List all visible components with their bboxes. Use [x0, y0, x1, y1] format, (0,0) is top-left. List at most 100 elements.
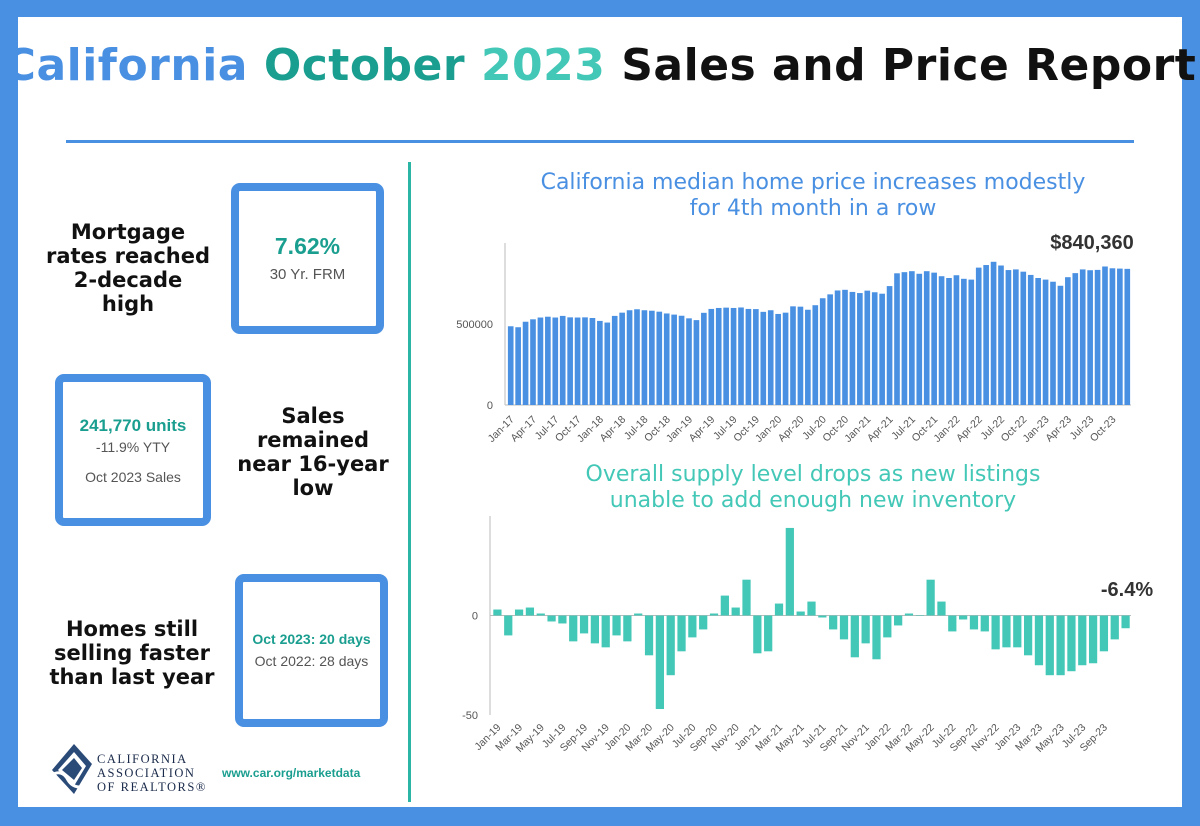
price-bar	[938, 276, 945, 405]
supply-bar	[872, 615, 881, 660]
supply-bar	[666, 615, 675, 676]
price-bar	[775, 313, 781, 405]
price-bar	[708, 308, 715, 405]
price-bar	[626, 310, 633, 405]
supply-bar	[558, 615, 567, 624]
supply-bar	[720, 595, 729, 616]
price-bar	[701, 312, 707, 405]
title-month: October	[263, 40, 466, 91]
title-divider	[66, 140, 1134, 143]
supply-bar	[612, 615, 621, 636]
sales-box: 241,770 units -11.9% YTY Oct 2023 Sales	[55, 374, 211, 526]
price-bar	[916, 273, 923, 405]
price-bar	[1005, 270, 1012, 405]
price-bar	[671, 314, 677, 405]
price-bar	[886, 286, 893, 405]
org-name-line: ASSOCIATION	[97, 766, 196, 780]
supply-bar	[644, 615, 654, 656]
supply-bar	[1121, 615, 1130, 629]
price-bar	[857, 293, 863, 405]
price-bar	[797, 306, 804, 405]
column-divider	[408, 162, 411, 802]
days-caption: Homes still selling faster than last yea…	[44, 617, 220, 689]
supply-bar	[948, 615, 957, 632]
mortgage-caption: Mortgage rates reached 2-decade high	[40, 220, 216, 316]
price-bar	[663, 313, 670, 405]
sales-caption: Sales remained near 16-year low	[228, 404, 398, 500]
supply-bar	[753, 615, 762, 654]
mortgage-rate-value: 7.62%	[274, 233, 341, 259]
supply-bar	[980, 615, 989, 632]
price-bar	[589, 318, 596, 405]
supply-bar	[1067, 615, 1076, 672]
supply-bar	[504, 615, 513, 636]
org-name-line: CALIFORNIA	[97, 752, 188, 766]
page-title: California October 2023 Sales and Price …	[0, 40, 1200, 91]
price-bar	[968, 279, 975, 405]
supply-bar	[1110, 615, 1119, 640]
supply-bar	[688, 615, 697, 638]
supply-bar	[677, 615, 686, 652]
price-bar	[953, 275, 960, 405]
price-y-tick-label: 0	[487, 400, 493, 412]
price-bar	[819, 298, 826, 405]
supply-bar	[569, 615, 578, 642]
car-logo-icon	[49, 744, 92, 794]
price-bar	[871, 292, 878, 405]
price-bar	[760, 311, 767, 405]
price-bar	[790, 306, 796, 405]
price-bar	[753, 309, 759, 405]
price-bar	[975, 267, 982, 405]
supply-bar	[1078, 615, 1087, 666]
supply-bar	[601, 615, 610, 648]
price-bar	[1057, 285, 1064, 405]
price-bar	[641, 310, 648, 405]
price-bar	[1124, 268, 1131, 405]
supply-callout: -6.4%	[1101, 579, 1153, 601]
supply-bar	[1013, 615, 1022, 648]
price-bar	[738, 307, 744, 405]
price-bar	[1087, 270, 1093, 405]
sales-caption-line: low	[292, 476, 334, 500]
price-bar	[723, 307, 729, 405]
price-bar	[1102, 266, 1108, 405]
title-state: California	[3, 40, 248, 91]
price-bar	[767, 310, 774, 405]
sales-units-value: 241,770 units	[79, 416, 187, 435]
price-bar	[805, 309, 811, 405]
report-frame	[18, 17, 1182, 807]
supply-chart-title-line: unable to add enough new inventory	[609, 488, 1017, 513]
price-bar	[1094, 269, 1101, 405]
supply-bar	[655, 615, 664, 710]
price-bar	[559, 315, 566, 405]
price-bar	[567, 317, 573, 405]
price-bar	[1117, 268, 1123, 405]
supply-bar	[796, 611, 805, 616]
price-bar	[879, 293, 885, 405]
price-bar	[849, 291, 856, 405]
supply-bar	[1088, 615, 1098, 664]
supply-bar	[579, 615, 589, 634]
supply-bar	[774, 603, 784, 616]
supply-bar	[514, 609, 524, 616]
price-bar	[1079, 269, 1086, 405]
supply-bar	[969, 615, 979, 630]
marketdata-link[interactable]: www.car.org/marketdata	[222, 766, 361, 780]
days-caption-line: Homes still	[65, 617, 199, 641]
price-bar	[990, 261, 997, 405]
price-bar	[1072, 273, 1079, 405]
supply-bar	[634, 613, 643, 616]
supply-bar	[861, 615, 870, 644]
price-bar	[574, 317, 581, 405]
supply-bar	[807, 601, 816, 616]
price-bar	[864, 290, 871, 405]
supply-bar	[829, 615, 838, 630]
mortgage-caption-line: Mortgage	[70, 220, 186, 244]
price-bar	[1109, 268, 1116, 405]
price-bar	[678, 315, 685, 405]
price-bar	[693, 320, 700, 405]
price-bar	[931, 272, 937, 405]
sales-yty-change: -11.9% YTY	[95, 439, 171, 455]
supply-bar	[1099, 615, 1109, 652]
